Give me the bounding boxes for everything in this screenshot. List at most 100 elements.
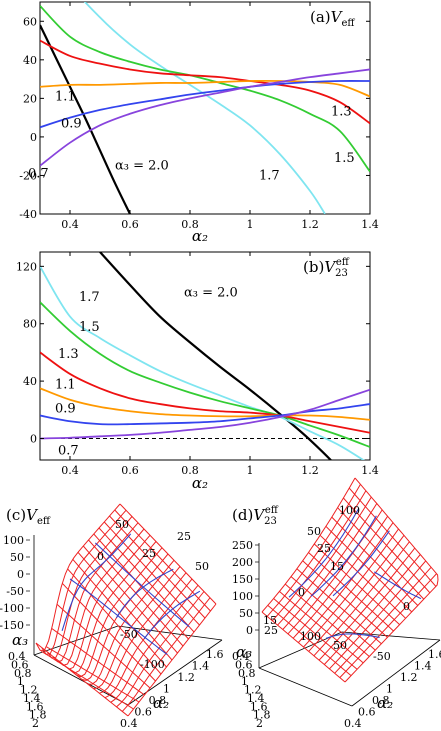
panel-d-contour-label-9: 50 bbox=[333, 639, 347, 652]
panel-d-mesh-line-u-16 bbox=[354, 477, 439, 581]
panel-d-surface-mesh bbox=[261, 477, 439, 683]
panel-b-series-5 bbox=[40, 403, 370, 426]
panel-a-curve-labels: α₃ = 2.0 1.7 1.5 1.3 1.1 0.9 0.7 bbox=[28, 89, 355, 183]
panel-a-y-tick-0: 60 bbox=[23, 15, 37, 28]
panel-c-a2-tick-5: 1.4 bbox=[192, 660, 210, 673]
panel-d-a3-tick-8: 2 bbox=[256, 717, 263, 730]
panel-d-contour-2 bbox=[332, 530, 390, 597]
panel-d-mesh-line-v-9 bbox=[308, 535, 405, 652]
panel-c-a2-tick-4: 1.2 bbox=[177, 671, 195, 684]
panel-b-series-4 bbox=[40, 387, 370, 421]
panel-c-a2-label: α₂ bbox=[153, 694, 169, 712]
panel-d-a3-tick-2: 0.8 bbox=[238, 667, 256, 680]
panel-a-x-tick-0: 0.4 bbox=[61, 218, 79, 231]
panel-c-title: (c)Veff bbox=[6, 506, 51, 527]
panel-c-a3-label: α₃ bbox=[12, 631, 28, 649]
panel-a-y-tick-2: 20 bbox=[23, 92, 37, 105]
panel-a-y-tick-4: -20 bbox=[19, 169, 37, 182]
panel-b-x-tick-2: 0.8 bbox=[181, 464, 199, 477]
panel-c-mesh-line-u-13 bbox=[103, 521, 200, 626]
panel-d-a3-label: α₃ bbox=[236, 643, 252, 661]
panel-a-x-axis-label: α₂ bbox=[192, 227, 208, 245]
panel-b-curve-label-0: α₃ = 2.0 bbox=[184, 285, 238, 300]
panel-a-x-tick-3: 1 bbox=[247, 218, 254, 231]
panel-c-a3-tick-2: 0.8 bbox=[14, 667, 32, 680]
panel-d-z-tick-4: 50 bbox=[239, 607, 253, 620]
panel-d-contour-label-5: 0 bbox=[403, 600, 410, 613]
panel-a-title: (a)Veff bbox=[310, 8, 355, 29]
panel-a-series-5 bbox=[40, 80, 370, 129]
panel-c-contour-4 bbox=[143, 590, 201, 640]
panel-a-series-6 bbox=[40, 68, 370, 167]
panel-b-x-tick-5: 1.4 bbox=[361, 464, 379, 477]
panel-c-contour-label-6: -100 bbox=[140, 658, 165, 671]
panel-b-series-2 bbox=[40, 301, 370, 448]
panel-c-a2-tick-6: 1.6 bbox=[206, 648, 224, 661]
panel-d-a3-tick-1: 0.6 bbox=[235, 658, 253, 671]
panel-d-contours bbox=[288, 508, 422, 639]
panel-d-mesh-line-u-9 bbox=[313, 543, 400, 625]
panel-d-contour-label-6: 15 bbox=[263, 614, 277, 627]
panel-d-axis-line-2 bbox=[351, 639, 441, 707]
panel-d-mesh-line-u-14 bbox=[343, 497, 431, 594]
panel-b-series-6 bbox=[40, 388, 370, 440]
panel-b-curve-label-1: 1.7 bbox=[79, 290, 100, 305]
panel-b-curves bbox=[40, 252, 370, 460]
panel-a-x-tick-5: 1.4 bbox=[361, 218, 379, 231]
panel-d-mesh-line-u-15 bbox=[348, 487, 437, 587]
panel-c-contour-label-4: 50 bbox=[195, 560, 209, 573]
panel-c-mesh-line-v-11 bbox=[99, 572, 187, 694]
panel-a-curve-label-1: 1.7 bbox=[259, 168, 280, 183]
panel-d-mesh-line-u-12 bbox=[331, 516, 419, 606]
panel-b-x-axis-label: α₂ bbox=[192, 474, 208, 492]
panel-c-contour-3 bbox=[115, 568, 174, 619]
panel-d-contour-label-10: -50 bbox=[373, 650, 391, 663]
panel-c-a2-tick-0: 0.4 bbox=[120, 717, 138, 730]
panel-d-contour-0 bbox=[288, 508, 360, 598]
panel-d-a2-tick-2: 0.8 bbox=[372, 694, 390, 707]
panel-c-mesh-line-v-14 bbox=[116, 591, 205, 708]
panel-c-z-tick-4: -100 bbox=[0, 602, 24, 615]
panel-c-axis-line-4 bbox=[117, 625, 223, 641]
panel-c-a3-tick-5: 1.4 bbox=[23, 692, 41, 705]
panel-a-y-tick-1: 40 bbox=[23, 54, 37, 67]
panel-d-contour-label-1: 50 bbox=[307, 525, 321, 538]
panel-c-a3-tick-4: 1.2 bbox=[20, 684, 38, 697]
panel-a-x-tick-1: 0.6 bbox=[121, 218, 139, 231]
panel-a-curve-label-4: 1.1 bbox=[55, 89, 76, 104]
panel-d-z-tick-2: 150 bbox=[232, 573, 253, 586]
panel-d-z-ticks: 250 200 150 100 50 0 bbox=[232, 539, 259, 637]
panel-c-mesh-line-v-9 bbox=[87, 559, 175, 685]
panel-c-z-tick-5: -150 bbox=[0, 619, 24, 632]
panel-b-x-tick-0: 0.4 bbox=[61, 464, 79, 477]
panel-c-a3-tick-1: 0.6 bbox=[11, 658, 29, 671]
panel-d-axis-line-4 bbox=[341, 631, 441, 641]
panel-c-a3-tick-6: 1.6 bbox=[26, 700, 44, 713]
panel-c-contour-label-1: 25 bbox=[142, 547, 156, 560]
panel-b-curve-labels: α₃ = 2.0 1.7 1.51.3 1.1 0.9 0.7 bbox=[55, 285, 238, 458]
panel-c-a2-tick-1: 0.6 bbox=[134, 706, 152, 719]
panel-d-mesh-line-v-13 bbox=[329, 560, 427, 670]
panel-d-a2-ticks: 0.40.60.81 1.21.41.6 bbox=[344, 648, 441, 730]
panel-c-mesh-line-v-13 bbox=[110, 584, 199, 703]
panel-d-a3-tick-5: 1.4 bbox=[247, 692, 265, 705]
panel-c-a2-ticks: 0.40.60.81 1.21.41.6 bbox=[120, 648, 224, 730]
panel-a-series-2 bbox=[40, 5, 370, 173]
panel-c-a2-tick-2: 0.8 bbox=[149, 694, 167, 707]
panel-c-z-tick-0: 100 bbox=[3, 534, 24, 547]
panel-c-a3-ticks: 0.40.60.811.21.41.61.82 bbox=[8, 650, 47, 730]
panel-d-a3-tick-7: 1.8 bbox=[253, 709, 271, 722]
panel-b-curve-label-4: 1.1 bbox=[55, 377, 76, 392]
panel-a-y-ticks: 60 40 20 0 -20 -40 bbox=[19, 15, 370, 221]
panel-b-y-tick-3: 0 bbox=[30, 432, 37, 445]
panel-b-curve-label-3: 1.3 bbox=[58, 347, 79, 362]
panel-c-contour-2 bbox=[61, 533, 132, 631]
panel-a-series-1 bbox=[83, 2, 326, 214]
panel-d-a3-tick-0: 0.4 bbox=[232, 650, 250, 663]
panel-d-a3-tick-3: 1 bbox=[241, 675, 248, 688]
panel-b-x-tick-3: 1 bbox=[247, 464, 254, 477]
panel-d-z-tick-3: 100 bbox=[232, 590, 253, 603]
panel-b-curve-label-6: 0.7 bbox=[58, 443, 79, 458]
panel-d-a2-tick-5: 1.4 bbox=[414, 660, 432, 673]
